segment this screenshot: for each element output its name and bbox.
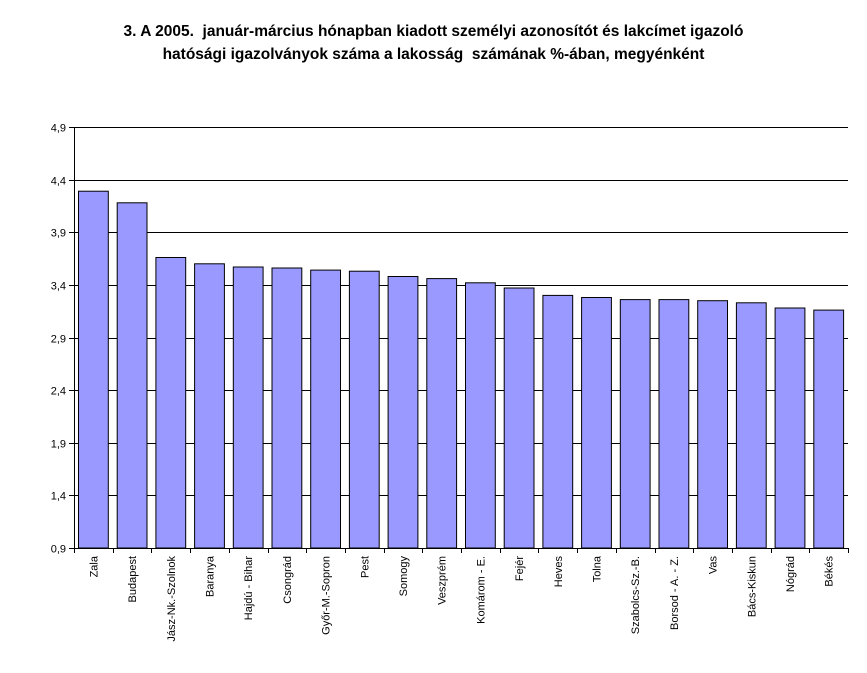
x-tick-label: Csongrád bbox=[282, 556, 294, 604]
x-tick-label: Komárom - E. bbox=[475, 556, 487, 624]
bar bbox=[503, 287, 535, 549]
x-tick-label: Zala bbox=[88, 555, 100, 577]
chart-title-line-1: 3. A 2005. január-március hónapban kiado… bbox=[123, 23, 744, 40]
x-tick-label: Vas bbox=[708, 556, 720, 575]
y-tick-label: 2,9 bbox=[51, 334, 66, 346]
chart-title-line-2: hatósági igazolványok száma a lakosság s… bbox=[162, 46, 705, 63]
bar bbox=[232, 266, 264, 549]
x-tick-label: Baranya bbox=[204, 555, 216, 597]
x-tick-labels: Zala Budapest Jász-Nk.-Szolnok Baranya Hajdú… bbox=[88, 555, 835, 641]
y-tick-label: 2,4 bbox=[51, 386, 66, 398]
gridlines bbox=[74, 127, 848, 496]
x-tick-label: Pest bbox=[359, 556, 371, 578]
axes bbox=[69, 127, 849, 553]
y-tick-label: 3,4 bbox=[51, 281, 66, 293]
y-tick-label: 1,4 bbox=[51, 491, 66, 503]
bar bbox=[465, 282, 496, 549]
chart-title: 3. A 2005. január-március hónapban kiado… bbox=[0, 20, 867, 66]
y-tick-labels: 0,9 1,4 1,9 2,4 2,9 3,4 3,9 4,4 4,9 bbox=[51, 123, 66, 556]
bar bbox=[155, 257, 187, 549]
y-tick-label: 4,4 bbox=[51, 176, 66, 188]
bar bbox=[78, 190, 109, 549]
y-tick-label: 3,9 bbox=[51, 228, 66, 240]
bar bbox=[581, 297, 612, 549]
bar bbox=[542, 294, 574, 549]
x-tick-label: Szabolcs-Sz.-B. bbox=[630, 556, 642, 634]
bar bbox=[619, 299, 651, 549]
x-tick-label: Veszprém bbox=[437, 556, 449, 605]
x-tick-label: Borsod - A. - Z. bbox=[669, 556, 681, 630]
bar bbox=[658, 299, 690, 549]
bar bbox=[387, 276, 419, 549]
bar bbox=[697, 300, 729, 549]
bar bbox=[194, 263, 225, 549]
x-tick-label: Győr-M.-Sopron bbox=[321, 556, 333, 635]
x-tick-label: Hajdú - Bihar bbox=[243, 556, 255, 621]
x-tick-label: Bács-Kiskun bbox=[746, 556, 758, 617]
x-tick-label: Somogy bbox=[398, 556, 410, 597]
bar bbox=[310, 269, 342, 549]
x-tick-label: Budapest bbox=[127, 556, 139, 602]
x-tick-label: Nógrád bbox=[785, 556, 797, 592]
x-tick-label: Tolna bbox=[591, 555, 603, 582]
x-tick-label: Heves bbox=[553, 556, 565, 588]
bar bbox=[426, 278, 458, 549]
bar bbox=[271, 267, 303, 549]
bars bbox=[78, 190, 845, 549]
y-tick-label: 4,9 bbox=[51, 123, 66, 135]
bar bbox=[116, 202, 148, 549]
bar bbox=[774, 307, 806, 549]
bar bbox=[735, 302, 767, 549]
bar bbox=[348, 270, 380, 549]
y-tick-label: 1,9 bbox=[51, 439, 66, 451]
x-tick-label: Békés bbox=[824, 556, 836, 587]
x-tick-label: Jász-Nk.-Szolnok bbox=[166, 556, 178, 642]
x-tick-label: Fejér bbox=[514, 556, 526, 581]
bar bbox=[813, 309, 845, 549]
y-tick-label: 0,9 bbox=[51, 544, 66, 556]
